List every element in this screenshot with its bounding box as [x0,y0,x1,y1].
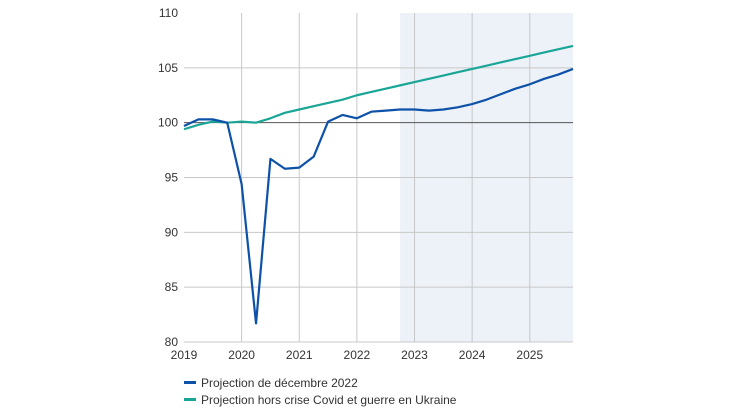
y-tick-label: 85 [165,280,179,294]
y-tick-label: 100 [158,116,178,130]
series-line-1 [183,44,574,131]
legend-swatch [184,398,196,401]
x-tick-label: 2023 [401,348,428,362]
legend-label: Projection hors crise Covid et guerre en… [201,392,457,407]
y-tick-label: 90 [165,225,179,239]
x-tick-label: 2020 [228,348,255,362]
y-tick-label: 95 [165,171,179,185]
y-tick-label: 110 [159,6,178,20]
x-tick-label: 2021 [286,348,313,362]
series-line-0 [183,67,574,325]
y-tick-label: 105 [158,61,178,75]
legend: Projection de décembre 2022 Projection h… [184,374,456,408]
x-tick-label: 2022 [344,348,371,362]
legend-item-december-2022: Projection de décembre 2022 [184,374,456,391]
legend-label: Projection de décembre 2022 [201,375,358,390]
legend-swatch [184,381,196,384]
x-tick-label: 2025 [516,348,543,362]
x-tick-label: 2024 [459,348,486,362]
x-tick-label: 2019 [171,348,198,362]
legend-item-counterfactual: Projection hors crise Covid et guerre en… [184,391,456,408]
y-tick-label: 80 [165,335,179,349]
